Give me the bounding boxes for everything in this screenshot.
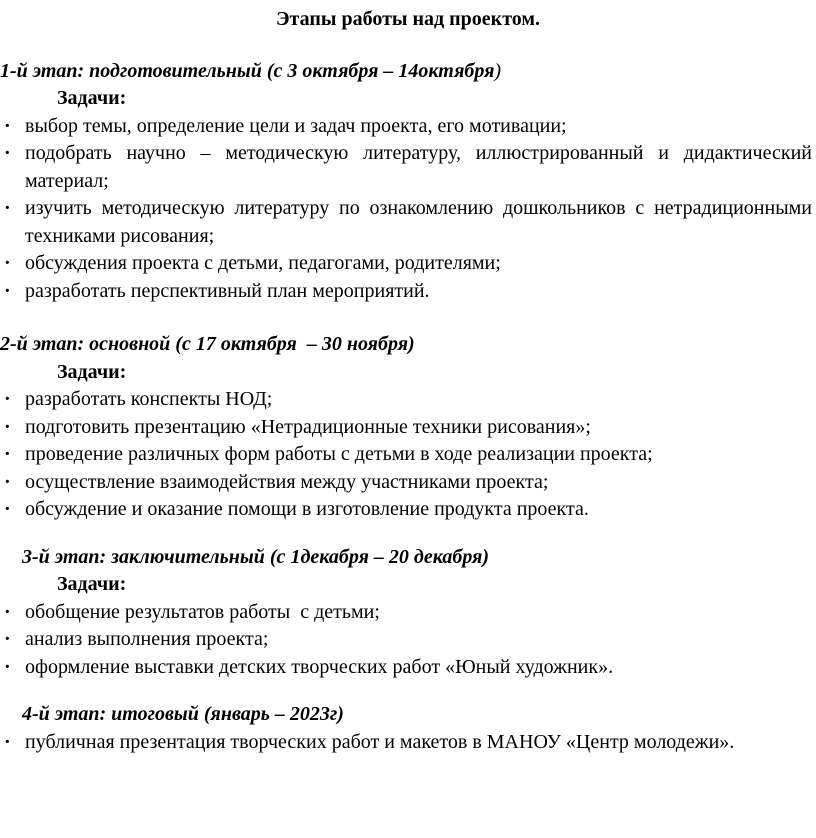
stage-section-4: 4-й этап: итоговый (январь – 2023г) · пуб… <box>0 701 816 756</box>
bullet-item: · оформление выставки детских творческих … <box>0 654 816 682</box>
bullet-item: · подготовить презентацию «Нетрадиционные… <box>0 414 816 442</box>
bullet-text: разработать перспективный план мероприят… <box>25 279 430 302</box>
bullet-item: · публичная презентация творческих работ … <box>0 729 816 757</box>
bullet-item: · подобрать научно – методическую литерат… <box>0 140 816 195</box>
bullet-text: разработать конспекты НОД; <box>25 388 273 410</box>
bullet-text: изучить методическую литературу по ознак… <box>25 197 812 247</box>
bullet-item: · обсуждения проекта с детьми, педагогами… <box>0 250 816 278</box>
bullet-item: · осуществление взаимодействия между учас… <box>0 469 816 497</box>
bullet-icon: · <box>4 388 11 410</box>
bullet-text: публичная презентация творческих работ и… <box>25 730 735 753</box>
bullet-item: · обсуждение и оказание помощи в изготовл… <box>0 496 816 524</box>
stage-section-1: 1-й этап: подготовительный (с 3 октября … <box>0 58 816 306</box>
bullet-icon: · <box>4 470 11 493</box>
bullet-icon: · <box>4 655 11 678</box>
stage-1-tasks-label: Задачи: <box>57 87 127 109</box>
bullet-icon: · <box>4 197 11 219</box>
document-title: Этапы работы над проектом. <box>275 8 541 30</box>
bullet-icon: · <box>4 600 11 623</box>
stage-2-bullet-list: · разработать конспекты НОД; · подготовить… <box>0 386 816 524</box>
stage-2-tasks-label: Задачи: <box>57 360 127 383</box>
bullet-icon: · <box>4 498 11 520</box>
bullet-icon: · <box>4 252 11 274</box>
stage-section-2: 2-й этап: основной (с 17 октября – 30 но… <box>0 331 816 524</box>
bullet-text: обсуждения проекта с детьми, педагогами,… <box>25 252 501 274</box>
bullet-item: · изучить методическую литературу по озна… <box>0 195 816 250</box>
stage-3-heading: 3-й этап: заключительный (с 1декабря – 2… <box>0 544 816 572</box>
stage-3-bullet-list: · обобщение результатов работы с детьми; … <box>0 599 816 682</box>
bullet-text: оформление выставки детских творческих р… <box>25 655 614 678</box>
stage-1-heading-text: 1-й этап: подготовительный (с 3 октября … <box>0 59 495 82</box>
bullet-text: выбор темы, определение цели и задач про… <box>25 114 567 137</box>
bullet-text: обобщение результатов работы с детьми; <box>25 600 380 623</box>
bullet-text: анализ выполнения проекта; <box>25 628 269 650</box>
bullet-icon: · <box>4 142 11 164</box>
stage-1-bullet-list: · выбор темы, определение цели и задач пр… <box>0 113 816 306</box>
bullet-icon: · <box>4 415 11 438</box>
stage-4-heading-text: 4-й этап: итоговый (январь – 2023г) <box>22 703 344 725</box>
stage-2-heading-text: 2-й этап: основной (с 17 октября – 30 но… <box>0 333 415 355</box>
bullet-item: · разработать перспективный план мероприя… <box>0 278 816 306</box>
stage-4-heading: 4-й этап: итоговый (январь – 2023г) <box>0 701 816 729</box>
bullet-text: осуществление взаимодействия между участ… <box>25 470 549 493</box>
stage-2-heading: 2-й этап: основной (с 17 октября – 30 но… <box>0 331 816 359</box>
bullet-text: подготовить презентацию «Нетрадиционные … <box>25 415 591 438</box>
bullet-item: · анализ выполнения проекта; <box>0 626 816 654</box>
bullet-text: обсуждение и оказание помощи в изготовле… <box>25 498 589 520</box>
bullet-icon: · <box>4 114 11 137</box>
bullet-item: · разработать конспекты НОД; <box>0 386 816 414</box>
bullet-icon: · <box>4 628 11 650</box>
stage-3-tasks-label: Задачи: <box>57 573 127 595</box>
stage-4-bullet-list: · публичная презентация творческих работ … <box>0 729 816 757</box>
stage-1-heading: 1-й этап: подготовительный (с 3 октября … <box>0 58 816 86</box>
bullet-item: · обобщение результатов работы с детьми; <box>0 599 816 627</box>
bullet-icon: · <box>4 730 11 753</box>
bullet-item: · проведение различных форм работы с деть… <box>0 441 816 469</box>
bullet-item: · выбор темы, определение цели и задач пр… <box>0 113 816 141</box>
bullet-text: подобрать научно – методическую литерату… <box>25 142 812 192</box>
bullet-icon: · <box>4 443 11 465</box>
bullet-text: проведение различных форм работы с детьм… <box>25 443 653 465</box>
stage-1-heading-tail: ) <box>494 59 502 82</box>
bullet-icon: · <box>4 279 11 302</box>
stage-section-3: 3-й этап: заключительный (с 1декабря – 2… <box>0 544 816 682</box>
stage-3-heading-text: 3-й этап: заключительный (с 1декабря – 2… <box>22 545 490 568</box>
